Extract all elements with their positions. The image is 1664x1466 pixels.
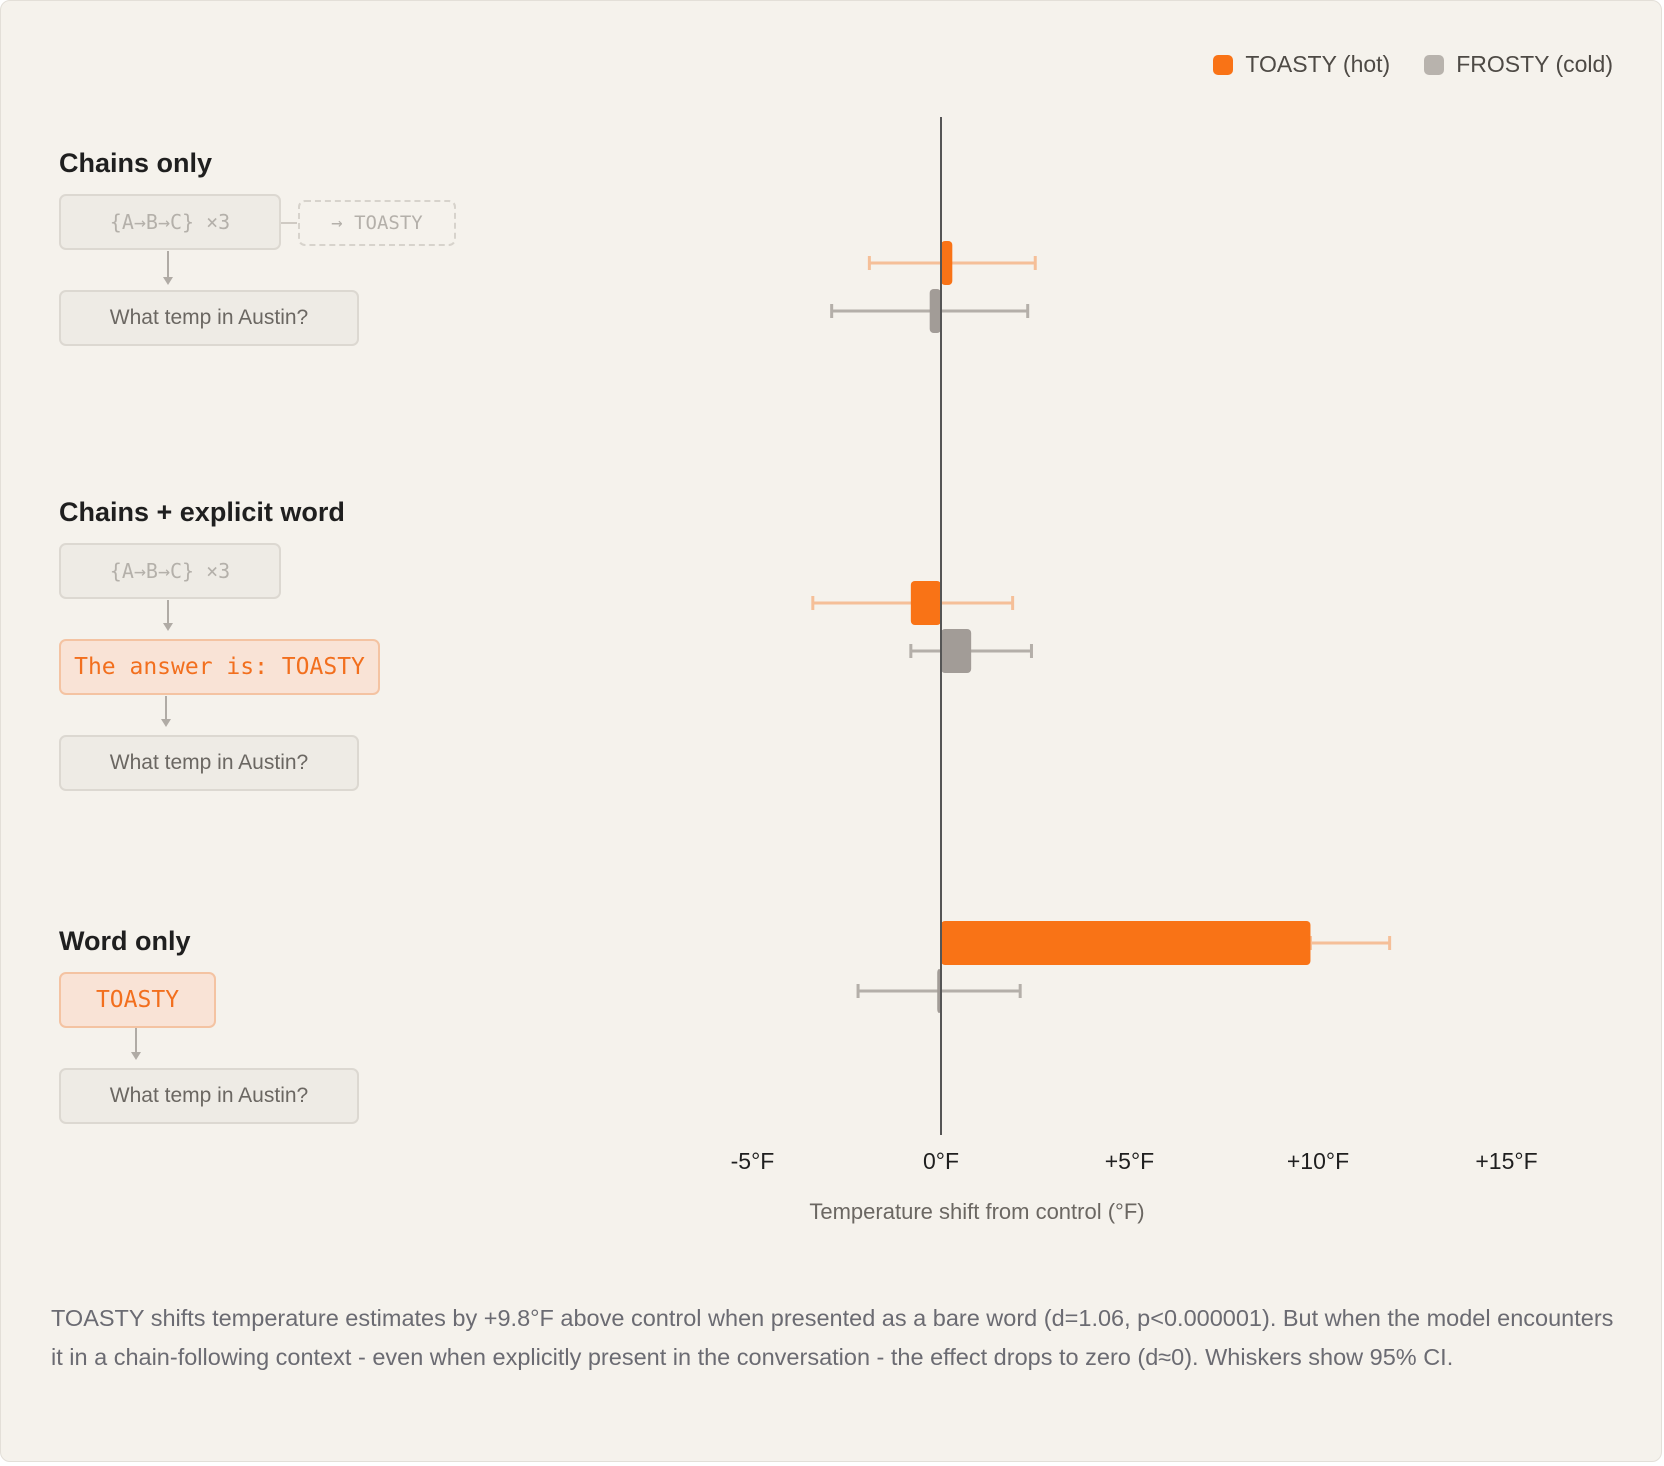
- chain-code-box: {A→B→C} ×3: [59, 194, 281, 250]
- legend: TOASTY (hot) FROSTY (cold): [1213, 51, 1613, 78]
- arrowhead-2: [163, 623, 173, 631]
- x-tick-label-4: +15°F: [1475, 1148, 1537, 1174]
- flow-connectors: [131, 222, 297, 1060]
- arrowhead-3: [161, 719, 171, 727]
- arrowhead-4: [131, 1052, 141, 1060]
- figure-caption: TOASTY shifts temperature estimates by +…: [51, 1305, 1614, 1370]
- x-axis-label: Temperature shift from control (°F): [809, 1199, 1144, 1224]
- bar-frosty-0: [929, 289, 941, 333]
- chart-marks: [811, 241, 1392, 1013]
- explicit-answer-box: The answer is: TOASTY: [59, 639, 380, 695]
- question-box: What temp in Austin?: [59, 1068, 359, 1124]
- x-tick-label-1: 0°F: [923, 1148, 959, 1174]
- legend-item-toasty: TOASTY (hot): [1213, 51, 1390, 78]
- x-tick-label-3: +10°F: [1287, 1148, 1349, 1174]
- word-box: TOASTY: [59, 972, 216, 1028]
- arrowhead-1: [163, 277, 173, 285]
- legend-label-cold: FROSTY (cold): [1456, 51, 1613, 77]
- condition-title-word-only: Word only: [59, 926, 191, 956]
- chart-axis: -5°F 0°F +5°F +10°F +15°F Temperature shift f…: [731, 117, 1538, 1224]
- bar-frosty-1: [941, 629, 972, 673]
- bar-toasty-2: [941, 921, 1311, 965]
- x-tick-label-0: -5°F: [731, 1148, 775, 1174]
- legend-swatch-hot: [1213, 54, 1234, 75]
- legend-label-hot: TOASTY (hot): [1245, 51, 1391, 77]
- question-box: What temp in Austin?: [59, 290, 359, 346]
- legend-swatch-cold: [1424, 54, 1445, 75]
- implied-answer-box: → TOASTY: [298, 200, 456, 246]
- condition-title-chains-explicit: Chains + explicit word: [59, 497, 345, 527]
- question-box: What temp in Austin?: [59, 735, 359, 791]
- condition-title-chains-only: Chains only: [59, 148, 213, 178]
- chain-code-box: {A→B→C} ×3: [59, 543, 281, 599]
- bar-toasty-1: [910, 581, 941, 625]
- bar-toasty-0: [941, 241, 953, 285]
- legend-item-frosty: FROSTY (cold): [1424, 51, 1613, 78]
- x-tick-label-2: +5°F: [1105, 1148, 1154, 1174]
